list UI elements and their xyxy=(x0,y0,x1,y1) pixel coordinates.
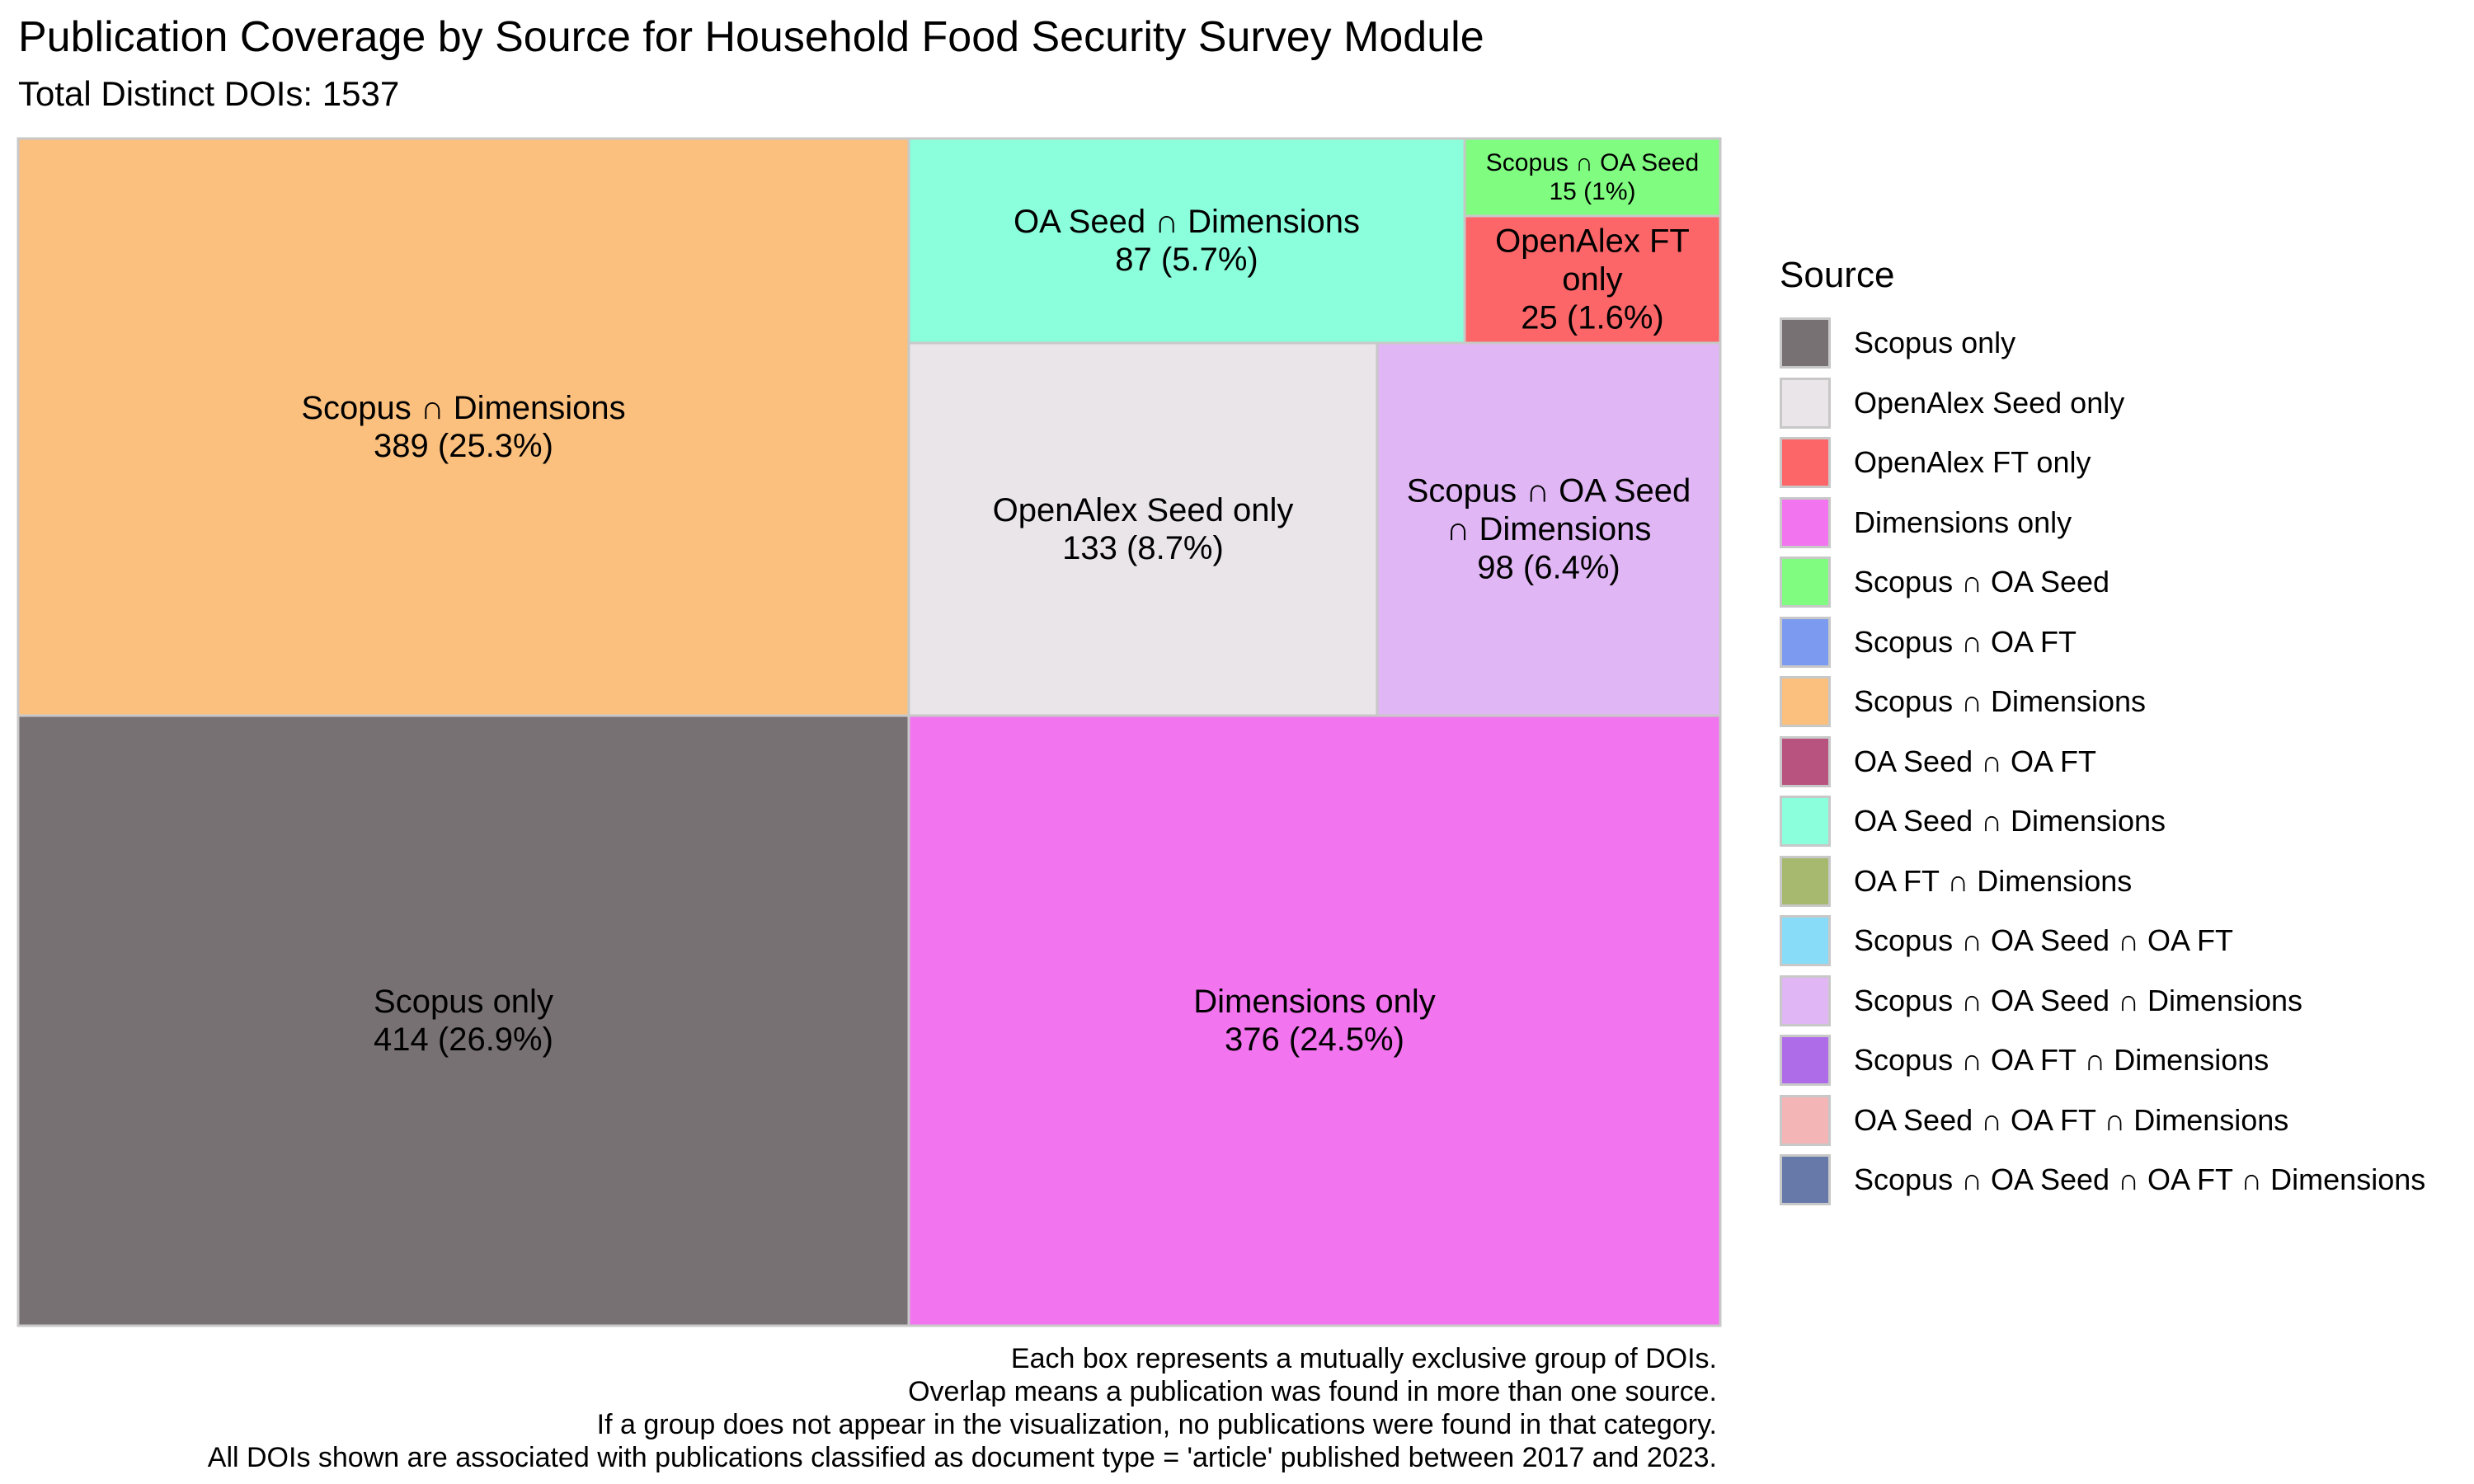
tile-label: ∩ Dimensions xyxy=(1446,511,1652,547)
legend-swatch xyxy=(1780,974,1831,1026)
legend-label: Scopus ∩ OA FT ∩ Dimensions xyxy=(1854,1043,2269,1077)
chart-title: Publication Coverage by Source for House… xyxy=(18,13,1484,61)
chart-subtitle: Total Distinct DOIs: 1537 xyxy=(18,74,400,113)
legend-item-scopus-and-oa-seed-and-oa-ft: Scopus ∩ OA Seed ∩ OA FT xyxy=(1780,911,2233,970)
tile-label: Dimensions only xyxy=(1193,984,1435,1020)
tile-label: 389 (25.3%) xyxy=(374,428,553,464)
tile-label: 414 (26.9%) xyxy=(374,1021,553,1058)
legend-item-openalex-ft-only: OpenAlex FT only xyxy=(1780,433,2091,492)
legend-swatch xyxy=(1780,855,1831,907)
tile-rect xyxy=(16,714,910,1327)
legend-label: Scopus ∩ OA Seed ∩ OA FT xyxy=(1854,923,2233,957)
tile-label: OA Seed ∩ Dimensions xyxy=(1014,204,1360,240)
tile-label: 25 (1.6%) xyxy=(1521,299,1663,336)
legend-label: OA Seed ∩ Dimensions xyxy=(1854,804,2166,838)
legend-swatch xyxy=(1780,915,1831,966)
legend-swatch xyxy=(1780,1094,1831,1146)
legend-swatch xyxy=(1780,1154,1831,1205)
note-line: Overlap means a publication was found in… xyxy=(908,1376,1717,1407)
legend-swatch xyxy=(1780,437,1831,488)
legend-swatch xyxy=(1780,616,1831,668)
tile-label: OpenAlex FT xyxy=(1495,223,1690,260)
note-line: If a group does not appear in the visual… xyxy=(596,1409,1717,1440)
legend-label: Dimensions only xyxy=(1854,505,2072,539)
tile-rect xyxy=(16,137,910,717)
tile-label: Scopus ∩ OA Seed xyxy=(1486,149,1699,176)
legend-swatch xyxy=(1780,496,1831,548)
legend-item-oa-seed-and-oa-ft: OA Seed ∩ OA FT xyxy=(1780,732,2096,791)
legend-label: Scopus only xyxy=(1854,326,2016,359)
tile-rect xyxy=(1463,214,1722,345)
legend-swatch xyxy=(1780,735,1831,787)
legend-swatch xyxy=(1780,796,1831,847)
chart-notes: Each box represents a mutually exclusive… xyxy=(208,1342,1717,1474)
tile-label: 87 (5.7%) xyxy=(1115,242,1258,278)
legend-item-dimensions-only: Dimensions only xyxy=(1780,493,2072,552)
legend-label: OA Seed ∩ OA FT xyxy=(1854,744,2096,778)
legend-label: OpenAlex FT only xyxy=(1854,445,2091,479)
tile-label: 376 (24.5%) xyxy=(1225,1021,1404,1058)
note-line: Each box represents a mutually exclusive… xyxy=(1010,1343,1717,1374)
legend-item-oa-ft-and-dimensions: OA FT ∩ Dimensions xyxy=(1780,852,2132,911)
legend-item-scopus-and-oa-ft: Scopus ∩ OA FT xyxy=(1780,613,2077,672)
tile-rect xyxy=(907,341,1379,717)
legend-item-scopus-and-dimensions: Scopus ∩ Dimensions xyxy=(1780,672,2146,731)
note-line: All DOIs shown are associated with publi… xyxy=(207,1442,1717,1473)
tile-rect xyxy=(907,714,1722,1327)
legend-label: Scopus ∩ OA Seed xyxy=(1854,565,2110,599)
tile-rect xyxy=(907,137,1466,345)
legend-swatch xyxy=(1780,1035,1831,1086)
legend-label: OA Seed ∩ OA FT ∩ Dimensions xyxy=(1854,1102,2289,1137)
legend-item-scopus-and-oa-seed: Scopus ∩ OA Seed xyxy=(1780,552,2109,612)
legend-swatch xyxy=(1780,676,1831,727)
tile-label: Scopus ∩ OA Seed xyxy=(1407,473,1691,510)
legend-swatch xyxy=(1780,317,1831,369)
tile-label: Scopus only xyxy=(374,984,553,1020)
legend-label: Scopus ∩ OA Seed ∩ Dimensions xyxy=(1854,983,2303,1017)
legend-label: OA FT ∩ Dimensions xyxy=(1854,863,2133,898)
legend-item-scopus-only: Scopus only xyxy=(1780,313,2015,373)
tile-label: OpenAlex Seed only xyxy=(993,492,1294,528)
legend-label: OpenAlex Seed only xyxy=(1854,385,2125,420)
legend-item-oa-seed-and-dimensions: OA Seed ∩ Dimensions xyxy=(1780,791,2166,851)
tile-rect xyxy=(1463,137,1722,218)
tile-label: 15 (1%) xyxy=(1549,178,1635,205)
legend-item-scopus-and-oa-seed-and-dimensions: Scopus ∩ OA Seed ∩ Dimensions xyxy=(1780,971,2302,1031)
tile-label: 98 (6.4%) xyxy=(1477,549,1620,585)
tile-label: only xyxy=(1562,261,1622,298)
legend-swatch xyxy=(1780,377,1831,429)
legend-swatch xyxy=(1780,556,1831,608)
legend-label: Scopus ∩ Dimensions xyxy=(1854,684,2147,718)
legend-item-scopus-and-oa-ft-and-dimensions: Scopus ∩ OA FT ∩ Dimensions xyxy=(1780,1031,2269,1090)
legend-label: Scopus ∩ OA Seed ∩ OA FT ∩ Dimensions xyxy=(1854,1162,2426,1196)
legend-item-openalex-seed-only: OpenAlex Seed only xyxy=(1780,373,2124,433)
legend-item-oa-seed-and-oa-ft-and-dimensions: OA Seed ∩ OA FT ∩ Dimensions xyxy=(1780,1091,2288,1150)
legend-label: Scopus ∩ OA FT xyxy=(1854,624,2077,659)
tile-label: 133 (8.7%) xyxy=(1062,530,1224,566)
legend-item-scopus-and-oa-seed-and-oa-ft-and-dimensions: Scopus ∩ OA Seed ∩ OA FT ∩ Dimensions xyxy=(1780,1150,2425,1209)
tile-rect xyxy=(1376,341,1722,717)
legend-title: Source xyxy=(1780,255,1895,295)
tile-label: Scopus ∩ Dimensions xyxy=(301,390,625,426)
